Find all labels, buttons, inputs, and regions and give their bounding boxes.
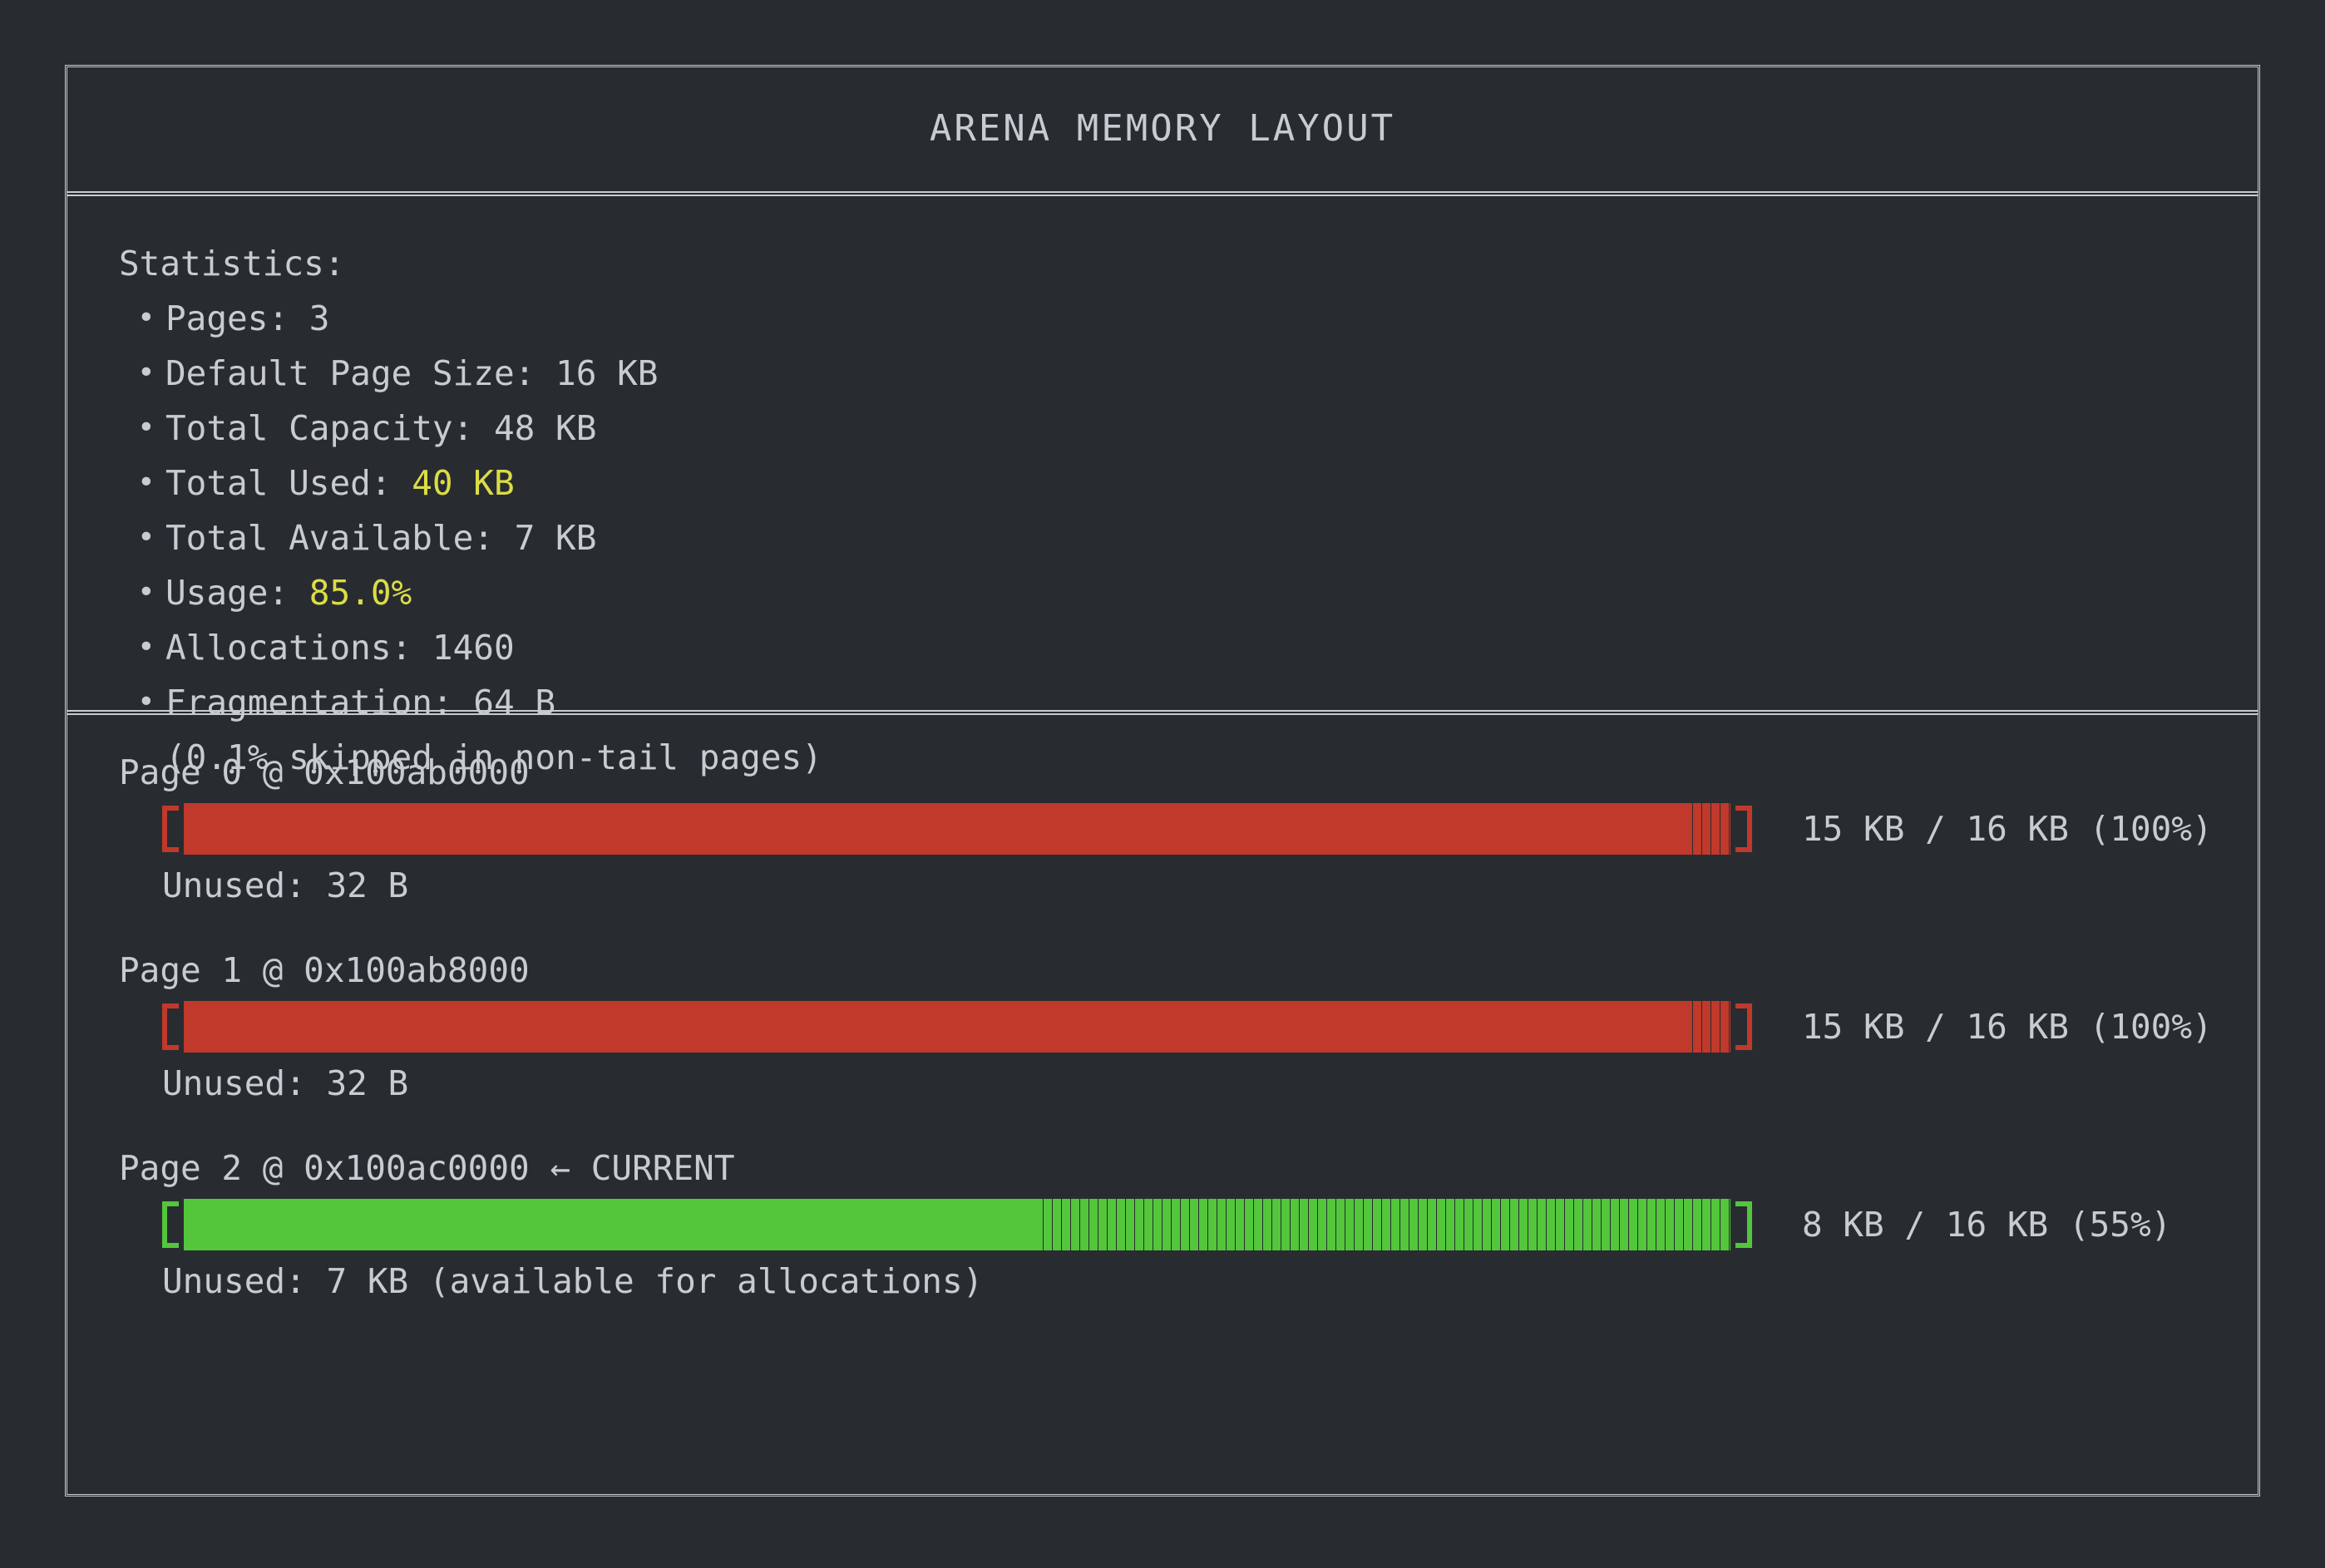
statistics-item-label: Fragmentation: (165, 683, 453, 722)
page-usage-label: 8 KB / 16 KB (55%) (1802, 1204, 2172, 1245)
page-usage-bar-empty (1684, 803, 1730, 855)
page-block: Page 2 @ 0x100ac0000 ← CURRENT 8 KB / 16 … (119, 1142, 2258, 1307)
statistics-item-value: 85.0% (309, 573, 412, 613)
bar-close-bracket-icon (1735, 1003, 1752, 1050)
page-usage-bar-row: 8 KB / 16 KB (55%) (119, 1194, 2258, 1255)
statistics-item: • Fragmentation: 64 B (119, 675, 2258, 730)
statistics-item-value: 7 KB (514, 518, 597, 558)
bullet-icon: • (137, 466, 155, 500)
statistics-item-label: Total Available: (165, 518, 494, 558)
statistics-item: • Total Capacity: 48 KB (119, 401, 2258, 456)
page-block: Page 0 @ 0x100ab0000 15 KB / 16 KB (100%)… (119, 747, 2258, 911)
statistics-item-value: 1460 (432, 628, 515, 668)
statistics-item-label: Default Page Size: (165, 353, 536, 393)
statistics-item-label: Usage: (165, 573, 289, 613)
statistics-item-label: Total Capacity: (165, 408, 474, 448)
page-header: Page 1 @ 0x100ab8000 (119, 950, 530, 990)
statistics-item-label: Pages: (165, 298, 289, 338)
page-usage-bar (184, 803, 1730, 855)
statistics-heading: Statistics: (119, 244, 345, 284)
page-block: Page 1 @ 0x100ab8000 15 KB / 16 KB (100%)… (119, 944, 2258, 1109)
bar-close-bracket-icon (1735, 806, 1752, 852)
bullet-icon: • (137, 356, 155, 390)
arena-memory-layout-window: ARENA MEMORY LAYOUT Statistics: • Pages: … (65, 65, 2260, 1497)
bullet-icon: • (137, 301, 155, 335)
statistics-item: • Default Page Size: 16 KB (119, 346, 2258, 401)
bullet-icon: • (137, 411, 155, 445)
statistics-item-value: 48 KB (493, 408, 597, 448)
statistics-item: • Usage: 85.0% (119, 565, 2258, 620)
page-usage-bar-fill (184, 1001, 1684, 1053)
statistics-item-value: 16 KB (555, 353, 659, 393)
page-usage-bar-fill (184, 1199, 1034, 1250)
statistics-list: • Pages: 3 • Default Page Size: 16 KB • Total… (119, 291, 2258, 730)
statistics-item: • Pages: 3 (119, 291, 2258, 346)
statistics-item-label: Total Used: (165, 463, 392, 503)
pages-section: Page 0 @ 0x100ab0000 15 KB / 16 KB (100%)… (67, 715, 2258, 1494)
statistics-item-value: 40 KB (412, 463, 515, 503)
fragmentation-note: (0.1% skipped in non-tail pages) (165, 737, 822, 777)
bullet-icon: • (137, 630, 155, 664)
bar-open-bracket-icon (162, 1201, 179, 1248)
statistics-item-value: 3 (309, 298, 330, 338)
statistics-section: Statistics: • Pages: 3 • Default Page Size:… (67, 196, 2258, 777)
page-unused-label: Unused: 7 KB (available for allocations) (162, 1261, 984, 1301)
bar-close-bracket-icon (1735, 1201, 1752, 1248)
page-unused-label: Unused: 32 B (162, 865, 409, 905)
page-usage-bar (184, 1001, 1730, 1053)
statistics-item-label: Allocations: (165, 628, 412, 668)
page-header: Page 2 @ 0x100ac0000 ← CURRENT (119, 1148, 735, 1188)
page-title: ARENA MEMORY LAYOUT (929, 106, 1396, 150)
statistics-item: • Total Available: 7 KB (119, 510, 2258, 565)
bar-open-bracket-icon (162, 1003, 179, 1050)
statistics-item: • Allocations: 1460 (119, 620, 2258, 675)
page-usage-bar-empty (1684, 1001, 1730, 1053)
page-usage-bar-row: 15 KB / 16 KB (100%) (119, 996, 2258, 1058)
bar-open-bracket-icon (162, 806, 179, 852)
page-usage-bar-row: 15 KB / 16 KB (100%) (119, 798, 2258, 860)
page-usage-bar-fill (184, 803, 1684, 855)
title-band: ARENA MEMORY LAYOUT (65, 65, 2260, 191)
page-unused-label: Unused: 32 B (162, 1063, 409, 1103)
page-header: Page 0 @ 0x100ab0000 (119, 752, 530, 792)
statistics-item-value: 64 B (473, 683, 556, 722)
page-usage-label: 15 KB / 16 KB (100%) (1802, 808, 2213, 849)
bullet-icon: • (137, 575, 155, 609)
page-usage-bar (184, 1199, 1730, 1250)
statistics-item: • Total Used: 40 KB (119, 456, 2258, 510)
page-usage-label: 15 KB / 16 KB (100%) (1802, 1006, 2213, 1047)
bullet-icon: • (137, 520, 155, 555)
page-usage-bar-empty (1034, 1199, 1730, 1250)
